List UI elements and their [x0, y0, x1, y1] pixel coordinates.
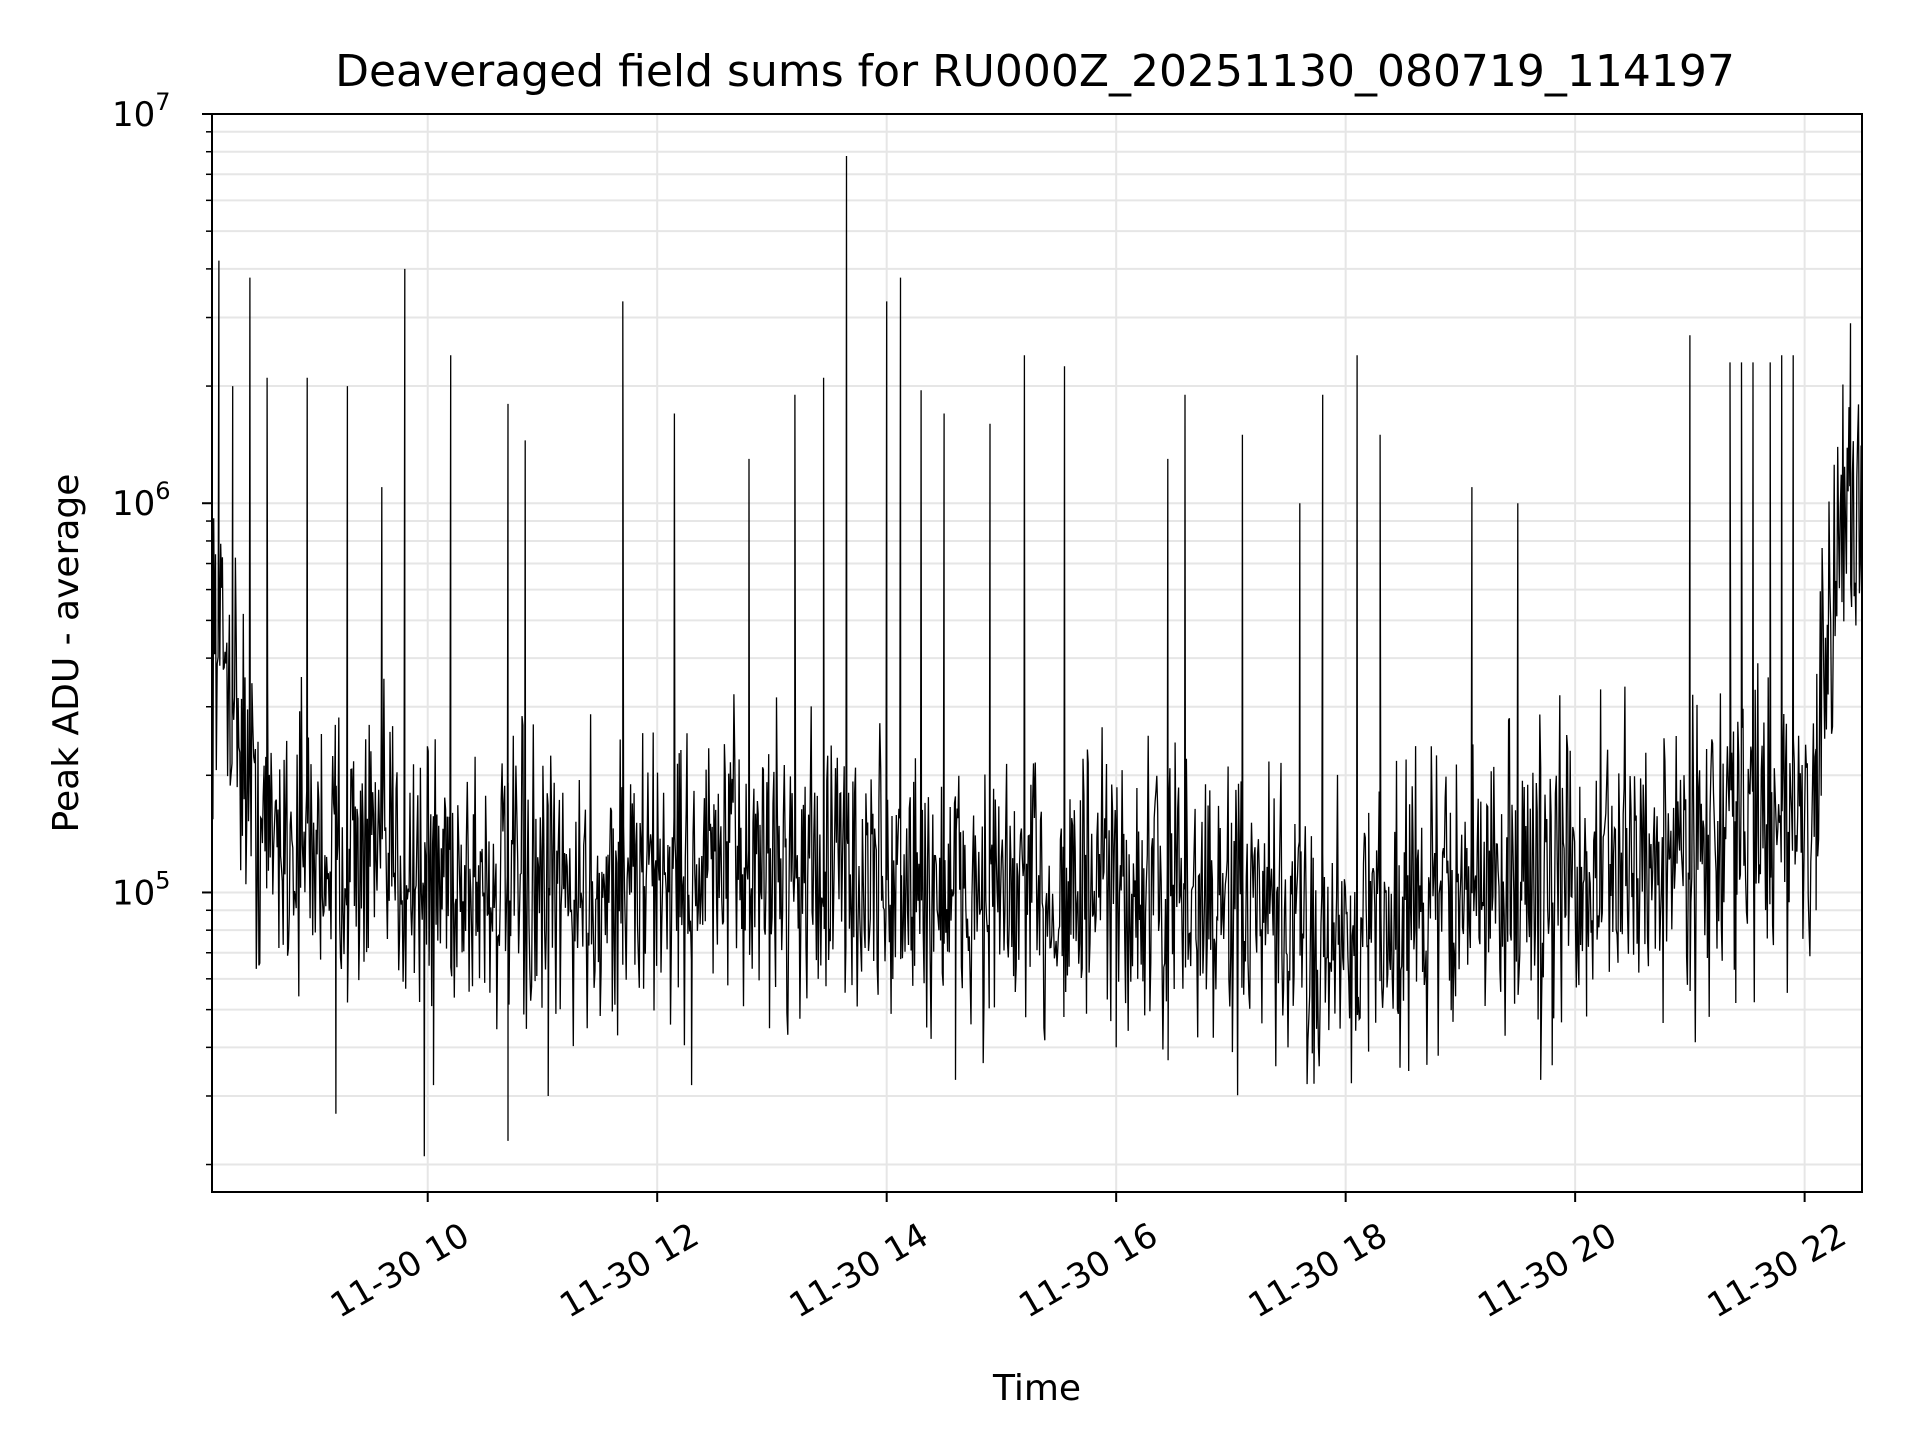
chart-title: Deaveraged field sums for RU000Z_2025113…: [335, 46, 1735, 97]
y-tick-label: 105: [112, 866, 171, 913]
grid-lines: [212, 114, 1862, 1192]
y-tick-labels: 105 106 107: [112, 88, 171, 913]
y-tick-label: 106: [112, 477, 171, 524]
plot-frame: [211, 113, 1863, 1193]
x-axis-label: Time: [992, 1368, 1081, 1409]
y-tick-label: 107: [112, 88, 171, 135]
y-axis-label: Peak ADU - average: [46, 474, 87, 833]
series-line: [211, 155, 1863, 1157]
series-group: [211, 155, 1863, 1157]
